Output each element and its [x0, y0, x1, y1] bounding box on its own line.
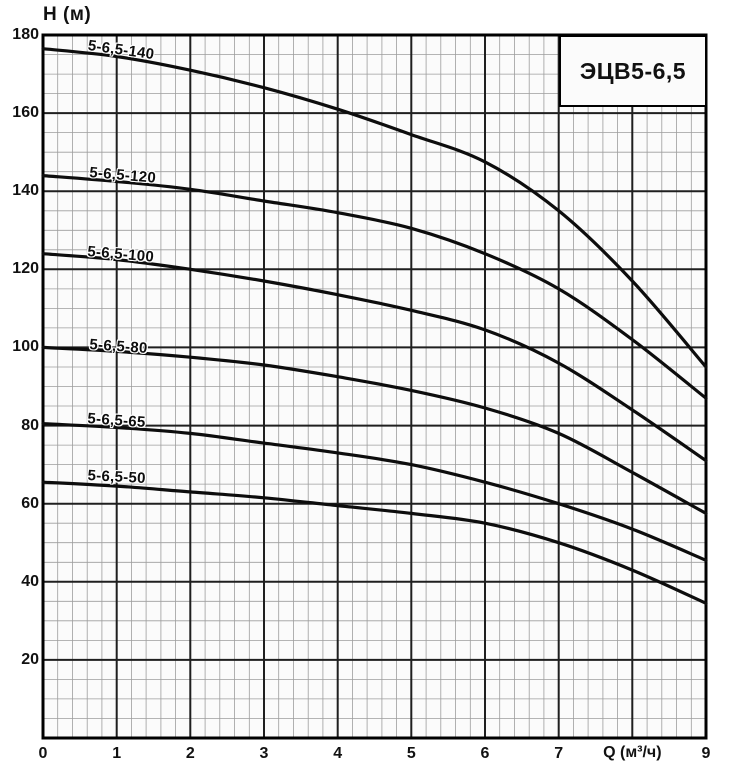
- y-tick-40: 40: [21, 572, 39, 590]
- curve-5-6-5-140: [41, 47, 708, 369]
- y-tick-140: 140: [12, 182, 39, 200]
- x-tick-0: 0: [38, 745, 48, 762]
- curve-5-6-5-120: [41, 174, 708, 400]
- y-tick-160: 160: [12, 104, 39, 122]
- pump-model-badge: ЭЦВ5-6,5: [559, 35, 707, 107]
- x-tick-7: 7: [554, 745, 564, 762]
- y-tick-180: 180: [12, 26, 39, 43]
- y-axis-title: H (м): [43, 4, 92, 25]
- curve-label-5-6-5-50: 5-6,5-50: [87, 466, 147, 487]
- x-tick-3: 3: [259, 745, 269, 762]
- x-axis-title: Q (м³/ч): [603, 744, 662, 761]
- x-tick-5: 5: [406, 745, 416, 762]
- y-tick-100: 100: [12, 338, 39, 356]
- curve-5-6-5-50: [41, 480, 708, 605]
- x-tick-1: 1: [112, 745, 122, 762]
- x-tick-2: 2: [185, 745, 195, 762]
- y-tick-80: 80: [21, 416, 39, 434]
- curve-5-6-5-65: [41, 422, 708, 562]
- x-tick-4: 4: [333, 745, 343, 762]
- y-tick-120: 120: [12, 260, 39, 278]
- x-tick-9: 9: [701, 745, 711, 762]
- y-tick-60: 60: [21, 494, 39, 512]
- curve-5-6-5-80: [41, 345, 708, 515]
- pump-model-label: ЭЦВ5-6,5: [579, 57, 687, 84]
- x-tick-6: 6: [480, 745, 490, 762]
- curve-5-6-5-100: [41, 252, 708, 463]
- plot-border: [41, 33, 708, 740]
- curve-label-5-6-5-65: 5-6,5-65: [86, 409, 147, 431]
- y-tick-20: 20: [21, 650, 39, 668]
